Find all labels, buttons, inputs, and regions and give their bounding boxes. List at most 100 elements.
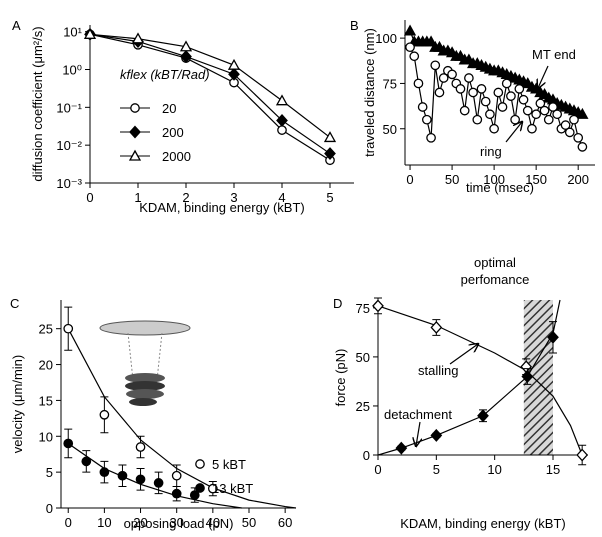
x-tick-label: 0 <box>65 515 72 530</box>
marker <box>497 102 508 112</box>
y-tick-label: 75 <box>383 76 397 91</box>
series-line <box>89 33 331 138</box>
x-tick-label: 20 <box>133 515 147 530</box>
marker <box>430 428 443 442</box>
annotation-arrow <box>416 421 420 446</box>
marker <box>324 147 336 161</box>
y-tick-label: 10⁻² <box>56 138 82 153</box>
x-tick-label: 60 <box>278 515 292 530</box>
marker <box>179 40 193 52</box>
fit-curve <box>67 328 297 509</box>
legend-marker <box>129 125 141 139</box>
marker <box>424 35 438 47</box>
annotation: ring <box>480 144 502 159</box>
x-tick-label: 4 <box>278 190 285 205</box>
marker <box>447 69 457 80</box>
marker <box>135 442 146 452</box>
panel-label: D <box>333 296 342 311</box>
x-tick-label: 3 <box>230 190 237 205</box>
marker <box>552 109 563 120</box>
marker <box>227 58 241 70</box>
marker <box>480 96 491 107</box>
marker <box>153 478 164 488</box>
annotation-arrow <box>538 65 549 88</box>
marker <box>493 87 504 98</box>
marker <box>514 84 525 94</box>
marker <box>434 87 445 98</box>
marker <box>477 409 489 423</box>
marker <box>403 24 417 36</box>
marker <box>207 483 218 494</box>
x-tick-label: 10 <box>97 515 111 530</box>
marker <box>171 488 182 499</box>
y-tick-label: 75 <box>356 301 370 316</box>
annotation: detachment <box>384 407 452 422</box>
x-axis-title: time (msec) <box>466 180 534 195</box>
x-tick-label: 0 <box>374 462 381 477</box>
legend-marker <box>130 103 140 113</box>
marker <box>99 409 110 420</box>
marker <box>372 299 384 313</box>
marker <box>464 73 474 83</box>
marker <box>228 67 240 81</box>
legend-label: 2000 <box>162 149 191 164</box>
marker <box>417 102 428 112</box>
marker <box>459 105 470 116</box>
y-tick-label: 25 <box>356 399 370 414</box>
marker <box>573 132 584 143</box>
y-tick-label: 0 <box>46 501 53 516</box>
marker <box>518 94 529 105</box>
y-tick-label: 50 <box>356 350 370 365</box>
panel-label: B <box>350 18 359 33</box>
y-tick-label: 10 <box>39 429 53 444</box>
marker <box>564 127 575 138</box>
x-tick-label: 5 <box>326 190 333 205</box>
legend-marker <box>195 459 205 469</box>
marker <box>535 98 546 109</box>
marker <box>501 78 512 89</box>
legend-title: kflex (kBT/Rad) <box>120 67 210 82</box>
x-tick-label: 5 <box>433 462 440 477</box>
x-tick-label: 30 <box>169 515 183 530</box>
marker <box>539 105 550 116</box>
marker <box>438 73 449 83</box>
panel-label: A <box>12 18 21 33</box>
x-tick-label: 1 <box>134 190 141 205</box>
x-tick-label: 40 <box>206 515 220 530</box>
y-axis-title: force (pN) <box>333 349 348 407</box>
y-tick-label: 5 <box>46 465 53 480</box>
marker <box>476 84 487 94</box>
y-axis-title: velocity (μm/min) <box>10 355 25 454</box>
marker <box>81 456 92 467</box>
marker <box>413 78 424 89</box>
marker <box>506 91 516 101</box>
legend-label: 20 <box>162 101 176 116</box>
legend-label: 5 kBT <box>212 457 246 472</box>
marker <box>409 51 420 62</box>
marker <box>468 87 478 98</box>
fit-curve <box>67 442 242 509</box>
marker <box>63 438 74 449</box>
y-tick-label: 25 <box>39 322 53 337</box>
marker <box>117 470 128 481</box>
marker <box>455 84 466 94</box>
marker <box>99 467 110 477</box>
annotation: optimal perfomance <box>460 255 530 287</box>
marker <box>548 102 558 112</box>
y-tick-label: 50 <box>383 122 397 137</box>
x-axis-title: KDAM, binding energy (kBT) <box>400 516 565 531</box>
marker <box>531 109 542 120</box>
y-tick-label: 15 <box>39 393 53 408</box>
x-axis-title: KDAM, binding energy (kBT) <box>139 200 304 215</box>
y-tick-label: 20 <box>39 358 53 373</box>
inset-illustration <box>99 320 191 406</box>
annotation: stalling <box>418 363 459 378</box>
marker <box>576 107 589 119</box>
x-axis-title: opposing load (pN) <box>124 516 234 531</box>
marker <box>323 131 337 143</box>
marker <box>522 105 533 116</box>
legend-label: 200 <box>162 125 184 140</box>
marker <box>543 114 554 125</box>
marker <box>275 94 289 106</box>
legend-marker <box>128 149 142 161</box>
